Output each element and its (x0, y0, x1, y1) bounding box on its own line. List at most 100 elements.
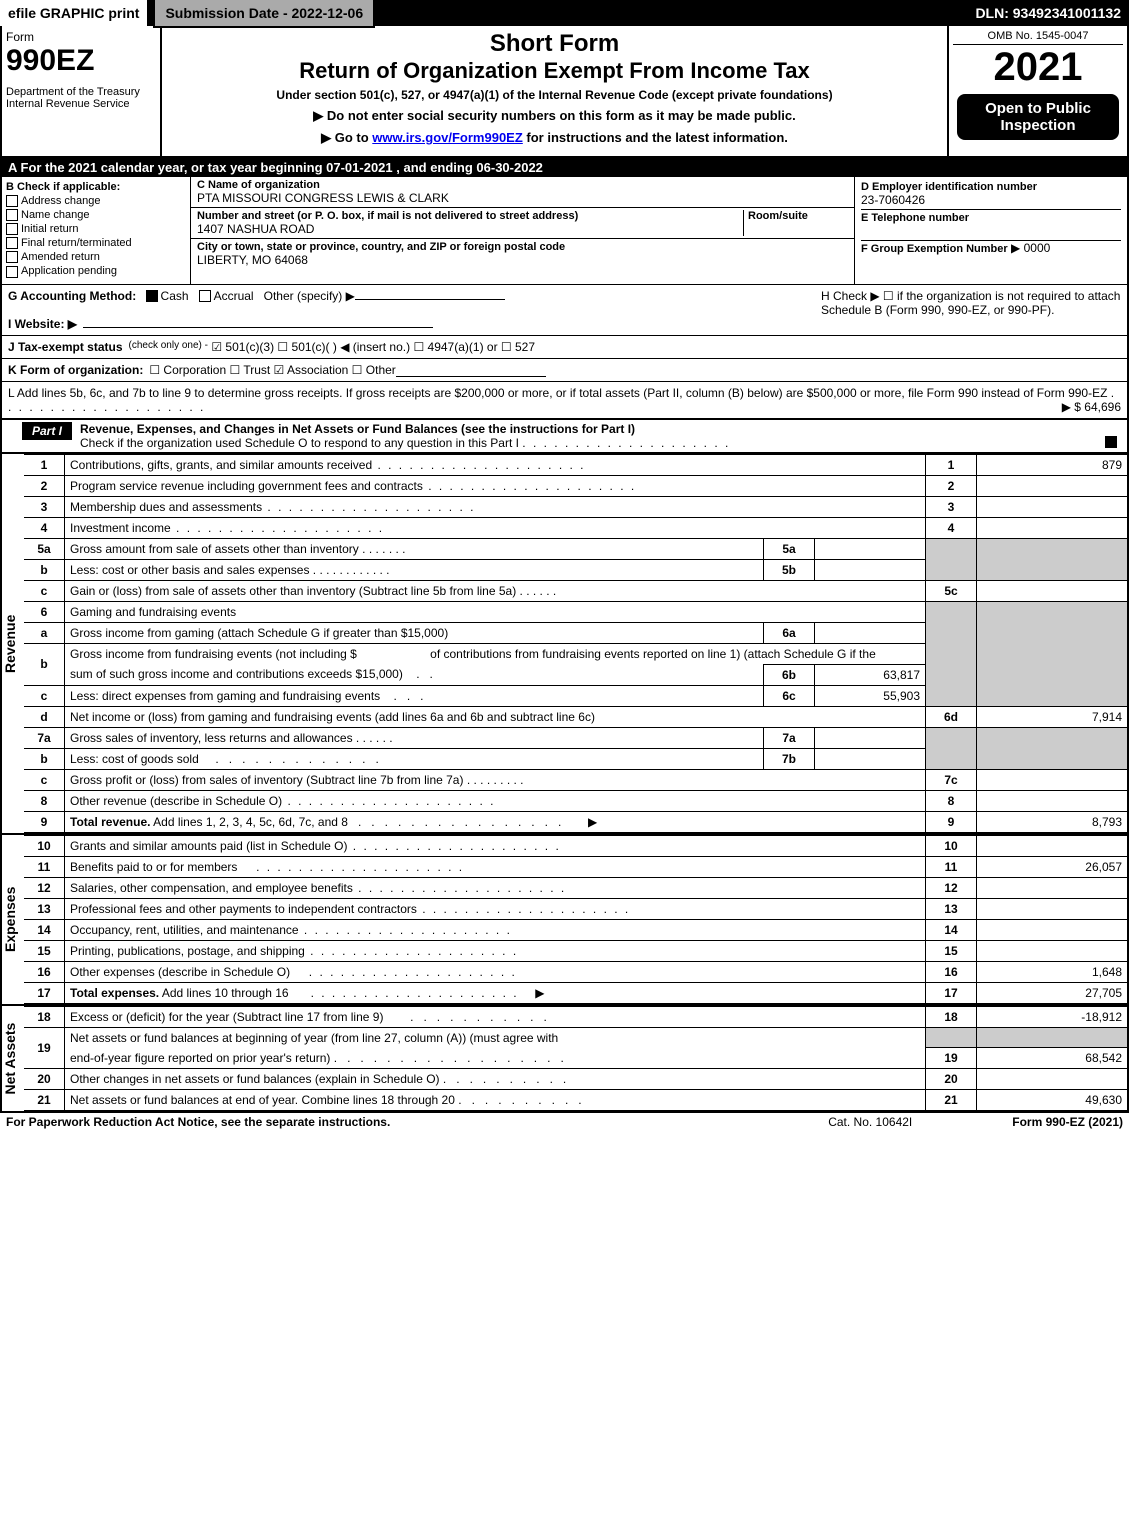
box-b-letter: B (6, 181, 14, 193)
check-accrual[interactable] (199, 290, 211, 302)
table-row: cLess: direct expenses from gaming and f… (24, 685, 1127, 706)
revenue-section: Revenue 1Contributions, gifts, grants, a… (2, 453, 1127, 833)
info-grid: B Check if applicable: Address change Na… (2, 177, 1127, 285)
netassets-section: Net Assets 18Excess or (deficit) for the… (2, 1004, 1127, 1112)
city-label: City or town, state or province, country… (197, 241, 848, 253)
page-footer: For Paperwork Reduction Act Notice, see … (0, 1113, 1129, 1131)
dept-label: Department of the Treasury Internal Reve… (6, 86, 156, 110)
table-row: 20Other changes in net assets or fund ba… (24, 1069, 1127, 1090)
table-row: 4Investment income4 (24, 517, 1127, 538)
tax-year: 2021 (953, 45, 1123, 90)
table-row: bLess: cost or other basis and sales exp… (24, 559, 1127, 580)
short-form-title: Short Form (166, 30, 943, 58)
check-name-change[interactable]: Name change (6, 209, 186, 221)
table-row: 16Other expenses (describe in Schedule O… (24, 961, 1127, 982)
instruction-link: ▶ Go to www.irs.gov/Form990EZ for instru… (166, 130, 943, 146)
dln: DLN: 93492341001132 (967, 5, 1129, 21)
room-label: Room/suite (748, 210, 848, 222)
table-row: aGross income from gaming (attach Schedu… (24, 622, 1127, 643)
table-row: bLess: cost of goods sold . . . . . . . … (24, 748, 1127, 769)
city-value: LIBERTY, MO 64068 (197, 253, 848, 267)
check-application-pending[interactable]: Application pending (6, 265, 186, 277)
header-right: OMB No. 1545-0047 2021 Open to Public In… (949, 26, 1127, 156)
instr2-suffix: for instructions and the latest informat… (523, 130, 788, 145)
return-title: Return of Organization Exempt From Incom… (166, 58, 943, 84)
line-i-label: I Website: ▶ (8, 317, 77, 331)
line-a: A For the 2021 calendar year, or tax yea… (2, 158, 1127, 177)
line-l: L Add lines 5b, 6c, and 7b to line 9 to … (2, 382, 1127, 419)
line-j: J Tax-exempt status (check only one) - ☑… (2, 336, 1127, 359)
check-amended-return[interactable]: Amended return (6, 251, 186, 263)
check-address-change[interactable]: Address change (6, 195, 186, 207)
phone-label: E Telephone number (861, 212, 1121, 224)
table-row: cGross profit or (loss) from sales of in… (24, 769, 1127, 790)
table-row: 3Membership dues and assessments3 (24, 496, 1127, 517)
table-row: 12Salaries, other compensation, and empl… (24, 877, 1127, 898)
table-row: 1Contributions, gifts, grants, and simil… (24, 454, 1127, 475)
form-id: Form 990-EZ (2021) (1012, 1115, 1123, 1129)
inspection-box: Open to Public Inspection (957, 94, 1119, 140)
table-row: 14Occupancy, rent, utilities, and mainte… (24, 919, 1127, 940)
header-center: Short Form Return of Organization Exempt… (162, 26, 949, 156)
table-row: dNet income or (loss) from gaming and fu… (24, 706, 1127, 727)
expenses-table: 10Grants and similar amounts paid (list … (24, 835, 1127, 1004)
org-name-label: C Name of organization (197, 179, 848, 191)
table-row: 19Net assets or fund balances at beginni… (24, 1027, 1127, 1048)
check-final-return[interactable]: Final return/terminated (6, 237, 186, 249)
netassets-side-label: Net Assets (2, 1006, 24, 1112)
efile-print-label[interactable]: efile GRAPHIC print (0, 0, 149, 26)
table-row: 10Grants and similar amounts paid (list … (24, 835, 1127, 856)
table-row: sum of such gross income and contributio… (24, 664, 1127, 685)
street-value: 1407 NASHUA ROAD (197, 222, 743, 236)
revenue-table: 1Contributions, gifts, grants, and simil… (24, 454, 1127, 833)
expenses-section: Expenses 10Grants and similar amounts pa… (2, 833, 1127, 1004)
check-cash[interactable] (146, 290, 158, 302)
org-name: PTA MISSOURI CONGRESS LEWIS & CLARK (197, 191, 848, 205)
netassets-table: 18Excess or (deficit) for the year (Subt… (24, 1006, 1127, 1112)
table-row: cGain or (loss) from sale of assets othe… (24, 580, 1127, 601)
form-990ez: Form 990EZ Department of the Treasury In… (0, 26, 1129, 1113)
line-j-options: ☑ 501(c)(3) ☐ 501(c)( ) ◀ (insert no.) ☐… (211, 340, 535, 354)
expenses-side-label: Expenses (2, 835, 24, 1004)
line-j-sub: (check only one) - (129, 340, 208, 354)
table-row: 18Excess or (deficit) for the year (Subt… (24, 1006, 1127, 1027)
group-value: ▶ 0000 (1011, 241, 1050, 255)
part1-title: Revenue, Expenses, and Changes in Net As… (72, 422, 635, 436)
table-row: 2Program service revenue including gover… (24, 475, 1127, 496)
part1-header: Part I Revenue, Expenses, and Changes in… (2, 419, 1127, 453)
instruction-ssn: ▶ Do not enter social security numbers o… (166, 108, 943, 124)
submission-date: Submission Date - 2022-12-06 (153, 0, 375, 28)
table-row: 13Professional fees and other payments t… (24, 898, 1127, 919)
line-h: H Check ▶ ☐ if the organization is not r… (821, 289, 1121, 331)
top-bar: efile GRAPHIC print Submission Date - 20… (0, 0, 1129, 26)
street-label: Number and street (or P. O. box, if mail… (197, 210, 743, 222)
box-b-label: Check if applicable: (17, 181, 120, 193)
table-row: end-of-year figure reported on prior yea… (24, 1048, 1127, 1069)
line-l-amount: ▶ $ 64,696 (1062, 400, 1121, 414)
line-g-label: G Accounting Method: (8, 289, 136, 303)
group-label: F Group Exemption Number (861, 243, 1008, 255)
omb-number: OMB No. 1545-0047 (953, 30, 1123, 45)
revenue-side-label: Revenue (2, 454, 24, 833)
box-d: D Employer identification number 23-7060… (855, 177, 1127, 284)
part1-check[interactable] (1105, 436, 1117, 448)
line-g-h: G Accounting Method: Cash Accrual Other … (2, 285, 1127, 336)
table-row: 6Gaming and fundraising events (24, 601, 1127, 622)
check-initial-return[interactable]: Initial return (6, 223, 186, 235)
irs-link[interactable]: www.irs.gov/Form990EZ (372, 130, 523, 145)
form-header: Form 990EZ Department of the Treasury In… (2, 26, 1127, 158)
line-k-label: K Form of organization: (8, 363, 143, 377)
table-row: 21Net assets or fund balances at end of … (24, 1090, 1127, 1111)
instr2-prefix: ▶ Go to (321, 130, 372, 145)
header-subtitle: Under section 501(c), 527, or 4947(a)(1)… (166, 88, 943, 102)
part1-label: Part I (22, 422, 72, 440)
line-k: K Form of organization: ☐ Corporation ☐ … (2, 359, 1127, 382)
table-row: 11Benefits paid to or for members 1126,0… (24, 856, 1127, 877)
line-g-other: Other (specify) ▶ (264, 289, 355, 303)
table-row: 9Total revenue. Add lines 1, 2, 3, 4, 5c… (24, 811, 1127, 832)
line-l-text: L Add lines 5b, 6c, and 7b to line 9 to … (8, 386, 1107, 400)
box-b: B Check if applicable: Address change Na… (2, 177, 191, 284)
table-row: 8Other revenue (describe in Schedule O)8 (24, 790, 1127, 811)
form-number: 990EZ (6, 44, 156, 78)
ein-label: D Employer identification number (861, 181, 1121, 193)
